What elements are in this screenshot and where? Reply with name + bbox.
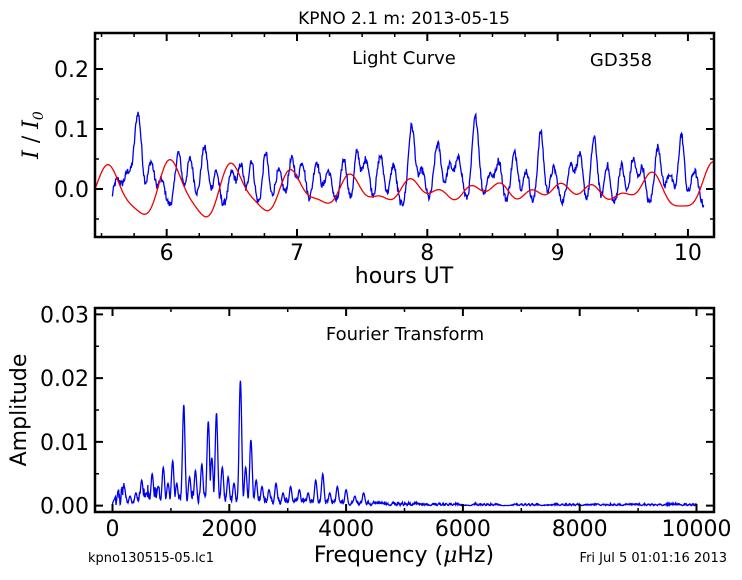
light-curve-y-tick-labels: 0.0 0.1 0.2 bbox=[54, 58, 89, 203]
x-tick-label: 6 bbox=[160, 241, 174, 266]
footer-timestamp: Fri Jul 5 01:01:16 2013 bbox=[580, 551, 727, 566]
figure-title: KPNO 2.1 m: 2013-05-15 bbox=[298, 9, 510, 29]
light-curve-frame bbox=[93, 31, 716, 239]
fourier-x-tick-labels: 0 2000 4000 6000 8000 10000 bbox=[106, 517, 732, 542]
fourier-amplitude-spectrum bbox=[111, 380, 697, 508]
light-curve-ticks bbox=[95, 33, 714, 237]
x-tick-label: 8 bbox=[420, 241, 434, 266]
fourier-annotation: Fourier Transform bbox=[326, 324, 484, 345]
y-tick-label: 0.02 bbox=[40, 367, 89, 392]
light-curve-y-axis-label: I / I0 bbox=[19, 111, 47, 160]
fourier-y-axis-label: Amplitude bbox=[7, 354, 32, 467]
x-tick-label: 0 bbox=[106, 517, 120, 542]
x-tick-label: 10 bbox=[674, 241, 702, 266]
fourier-y-tick-labels: 0.00 0.01 0.02 0.03 bbox=[40, 303, 89, 519]
x-tick-label: 6000 bbox=[435, 517, 491, 542]
y-tick-label: 0.0 bbox=[54, 178, 89, 203]
x-tick-label: 8000 bbox=[552, 517, 608, 542]
observed-light-curve bbox=[111, 111, 705, 208]
fourier-ticks bbox=[95, 308, 714, 512]
x-tick-label: 2000 bbox=[201, 517, 257, 542]
x-tick-label: 9 bbox=[551, 241, 565, 266]
light-curve-x-axis-label: hours UT bbox=[355, 264, 454, 289]
x-tick-label: 4000 bbox=[318, 517, 374, 542]
star-name-annotation: GD358 bbox=[590, 50, 652, 71]
y-tick-label: 0.1 bbox=[54, 118, 89, 143]
x-tick-label: 10000 bbox=[661, 517, 731, 542]
x-tick-label: 7 bbox=[290, 241, 304, 266]
y-tick-label: 0.00 bbox=[40, 495, 89, 520]
light-curve-panel: 6 7 8 9 10 0.0 0.1 0.2 Light Curve GD358 hours… bbox=[19, 31, 716, 289]
footer-filename: kpno130515-05.lc1 bbox=[88, 551, 214, 566]
light-curve-x-tick-labels: 6 7 8 9 10 bbox=[160, 241, 702, 266]
model-light-curve bbox=[95, 159, 714, 218]
y-tick-label: 0.2 bbox=[54, 58, 89, 83]
svg-text:I / I0: I / I0 bbox=[19, 111, 47, 160]
fourier-panel: 0 2000 4000 6000 8000 10000 0.000.010.020.03 … bbox=[7, 303, 731, 568]
light-curve-annotation: Light Curve bbox=[352, 48, 456, 69]
fourier-x-axis-label: Frequency (μHz) bbox=[314, 543, 494, 568]
y-tick-label: 0.01 bbox=[40, 431, 89, 456]
y-tick-label: 0.03 bbox=[40, 303, 89, 328]
